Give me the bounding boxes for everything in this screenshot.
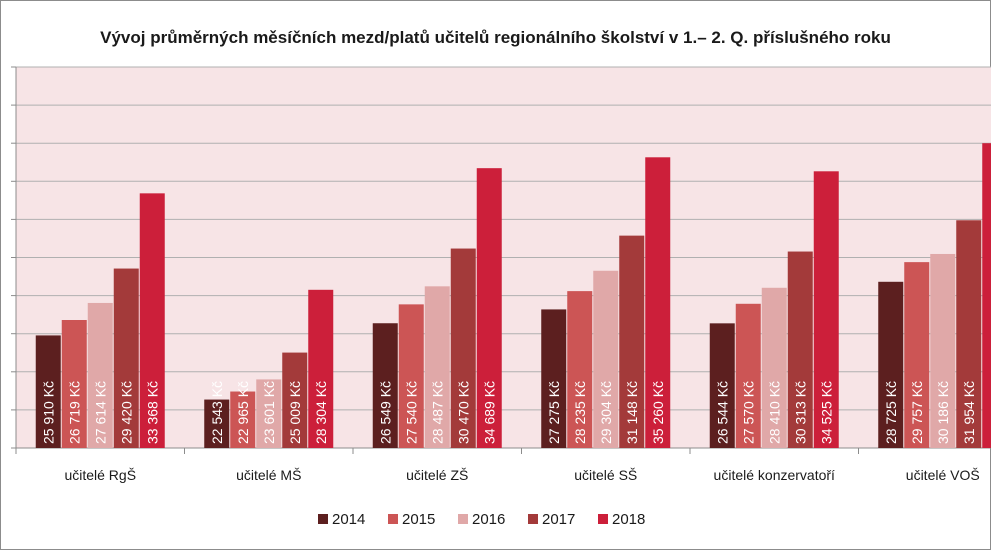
bar-2016-3 [593, 270, 619, 448]
bar-value-label: 31 954 Kč [961, 381, 977, 444]
bar-2016-4 [761, 287, 787, 448]
bar-2016-2 [424, 286, 450, 448]
legend-swatch [598, 514, 608, 524]
bar-2015-2 [398, 304, 424, 448]
bar-value-label: 33 368 Kč [144, 381, 160, 444]
bar-value-label: 25 009 Kč [287, 381, 303, 444]
legend-label: 2017 [542, 511, 575, 528]
bar-value-label: 34 525 Kč [818, 381, 834, 444]
bar-2014-5 [878, 281, 904, 448]
category-label: učitelé RgŠ [64, 467, 136, 483]
bar-value-label: 22 543 Kč [209, 381, 225, 444]
bar-value-label: 28 487 Kč [429, 381, 445, 444]
bar-2017-3 [619, 235, 645, 448]
legend-label: 2016 [472, 511, 505, 528]
bar-value-label: 29 304 Kč [598, 381, 614, 444]
bar-2014-3 [541, 309, 567, 448]
bar-2015-0 [61, 320, 87, 448]
bar-value-label: 23 601 Kč [261, 381, 277, 444]
bar-value-label: 27 570 Kč [740, 381, 756, 444]
legend-swatch [388, 514, 398, 524]
legend-label: 2015 [402, 511, 435, 528]
bar-2018-1 [308, 289, 334, 448]
bar-2015-3 [567, 291, 593, 448]
bar-value-label: 28 410 Kč [766, 381, 782, 444]
legend-item-2018: 2018 [598, 511, 645, 528]
chart-title: Vývoj průměrných měsíčních mezd/platů uč… [100, 28, 891, 47]
legend-item-2015: 2015 [388, 511, 435, 528]
bar-2015-1 [230, 391, 256, 448]
category-label: učitelé konzervatoří [714, 467, 836, 483]
bar-2015-4 [735, 303, 761, 448]
bar-2014-2 [372, 323, 398, 448]
bar-2018-2 [476, 168, 502, 448]
bar-2014-1 [204, 399, 230, 448]
bar-value-label: 26 719 Kč [66, 381, 82, 444]
category-label: učitelé SŠ [574, 467, 637, 483]
bar-value-label: 30 470 Kč [455, 381, 471, 444]
bar-value-label: 28 725 Kč [883, 381, 899, 444]
legend-label: 2018 [612, 511, 645, 528]
legend-label: 2014 [332, 511, 365, 528]
bar-value-label: 26 544 Kč [714, 381, 730, 444]
bar-2017-5 [956, 220, 982, 448]
legend-swatch [318, 514, 328, 524]
bar-value-label: 28 235 Kč [572, 381, 588, 444]
bar-2015-5 [904, 262, 930, 448]
bar-value-label: 26 549 Kč [377, 381, 393, 444]
bar-2014-4 [709, 323, 735, 448]
bar-2016-5 [930, 253, 956, 448]
bar-value-label: 30 186 Kč [935, 381, 951, 444]
category-label: učitelé VOŠ [906, 467, 980, 483]
bar-value-label: 22 965 Kč [235, 381, 251, 444]
bar-value-label: 28 304 Kč [313, 381, 329, 444]
bar-value-label: 27 614 Kč [92, 381, 108, 444]
category-label: učitelé ZŠ [406, 467, 468, 483]
bar-2017-4 [787, 251, 813, 448]
category-label: učitelé MŠ [236, 467, 301, 483]
legend-swatch [528, 514, 538, 524]
bar-value-label: 29 420 Kč [118, 381, 134, 444]
bar-value-label: 25 910 Kč [40, 381, 56, 444]
bar-2017-0 [113, 268, 139, 448]
legend-item-2014: 2014 [318, 511, 365, 528]
bar-value-label: 35 260 Kč [650, 381, 666, 444]
bar-2017-1 [282, 352, 308, 448]
bar-value-label: 31 148 Kč [624, 381, 640, 444]
bar-2018-0 [139, 193, 165, 448]
bar-2018-3 [645, 157, 671, 448]
bar-value-label: 34 689 Kč [481, 381, 497, 444]
bar-2017-2 [450, 248, 476, 448]
bar-2016-0 [87, 302, 113, 448]
bar-2014-0 [35, 335, 61, 448]
legend-item-2016: 2016 [458, 511, 505, 528]
bar-2016-1 [256, 379, 282, 448]
bar-2018-5 [982, 143, 991, 448]
legend-item-2017: 2017 [528, 511, 575, 528]
bar-value-label: 29 757 Kč [909, 381, 925, 444]
bar-value-label: 30 313 Kč [792, 381, 808, 444]
legend-swatch [458, 514, 468, 524]
bar-value-label: 27 275 Kč [546, 381, 562, 444]
bar-value-label: 27 540 Kč [403, 381, 419, 444]
bar-2018-4 [813, 171, 839, 448]
